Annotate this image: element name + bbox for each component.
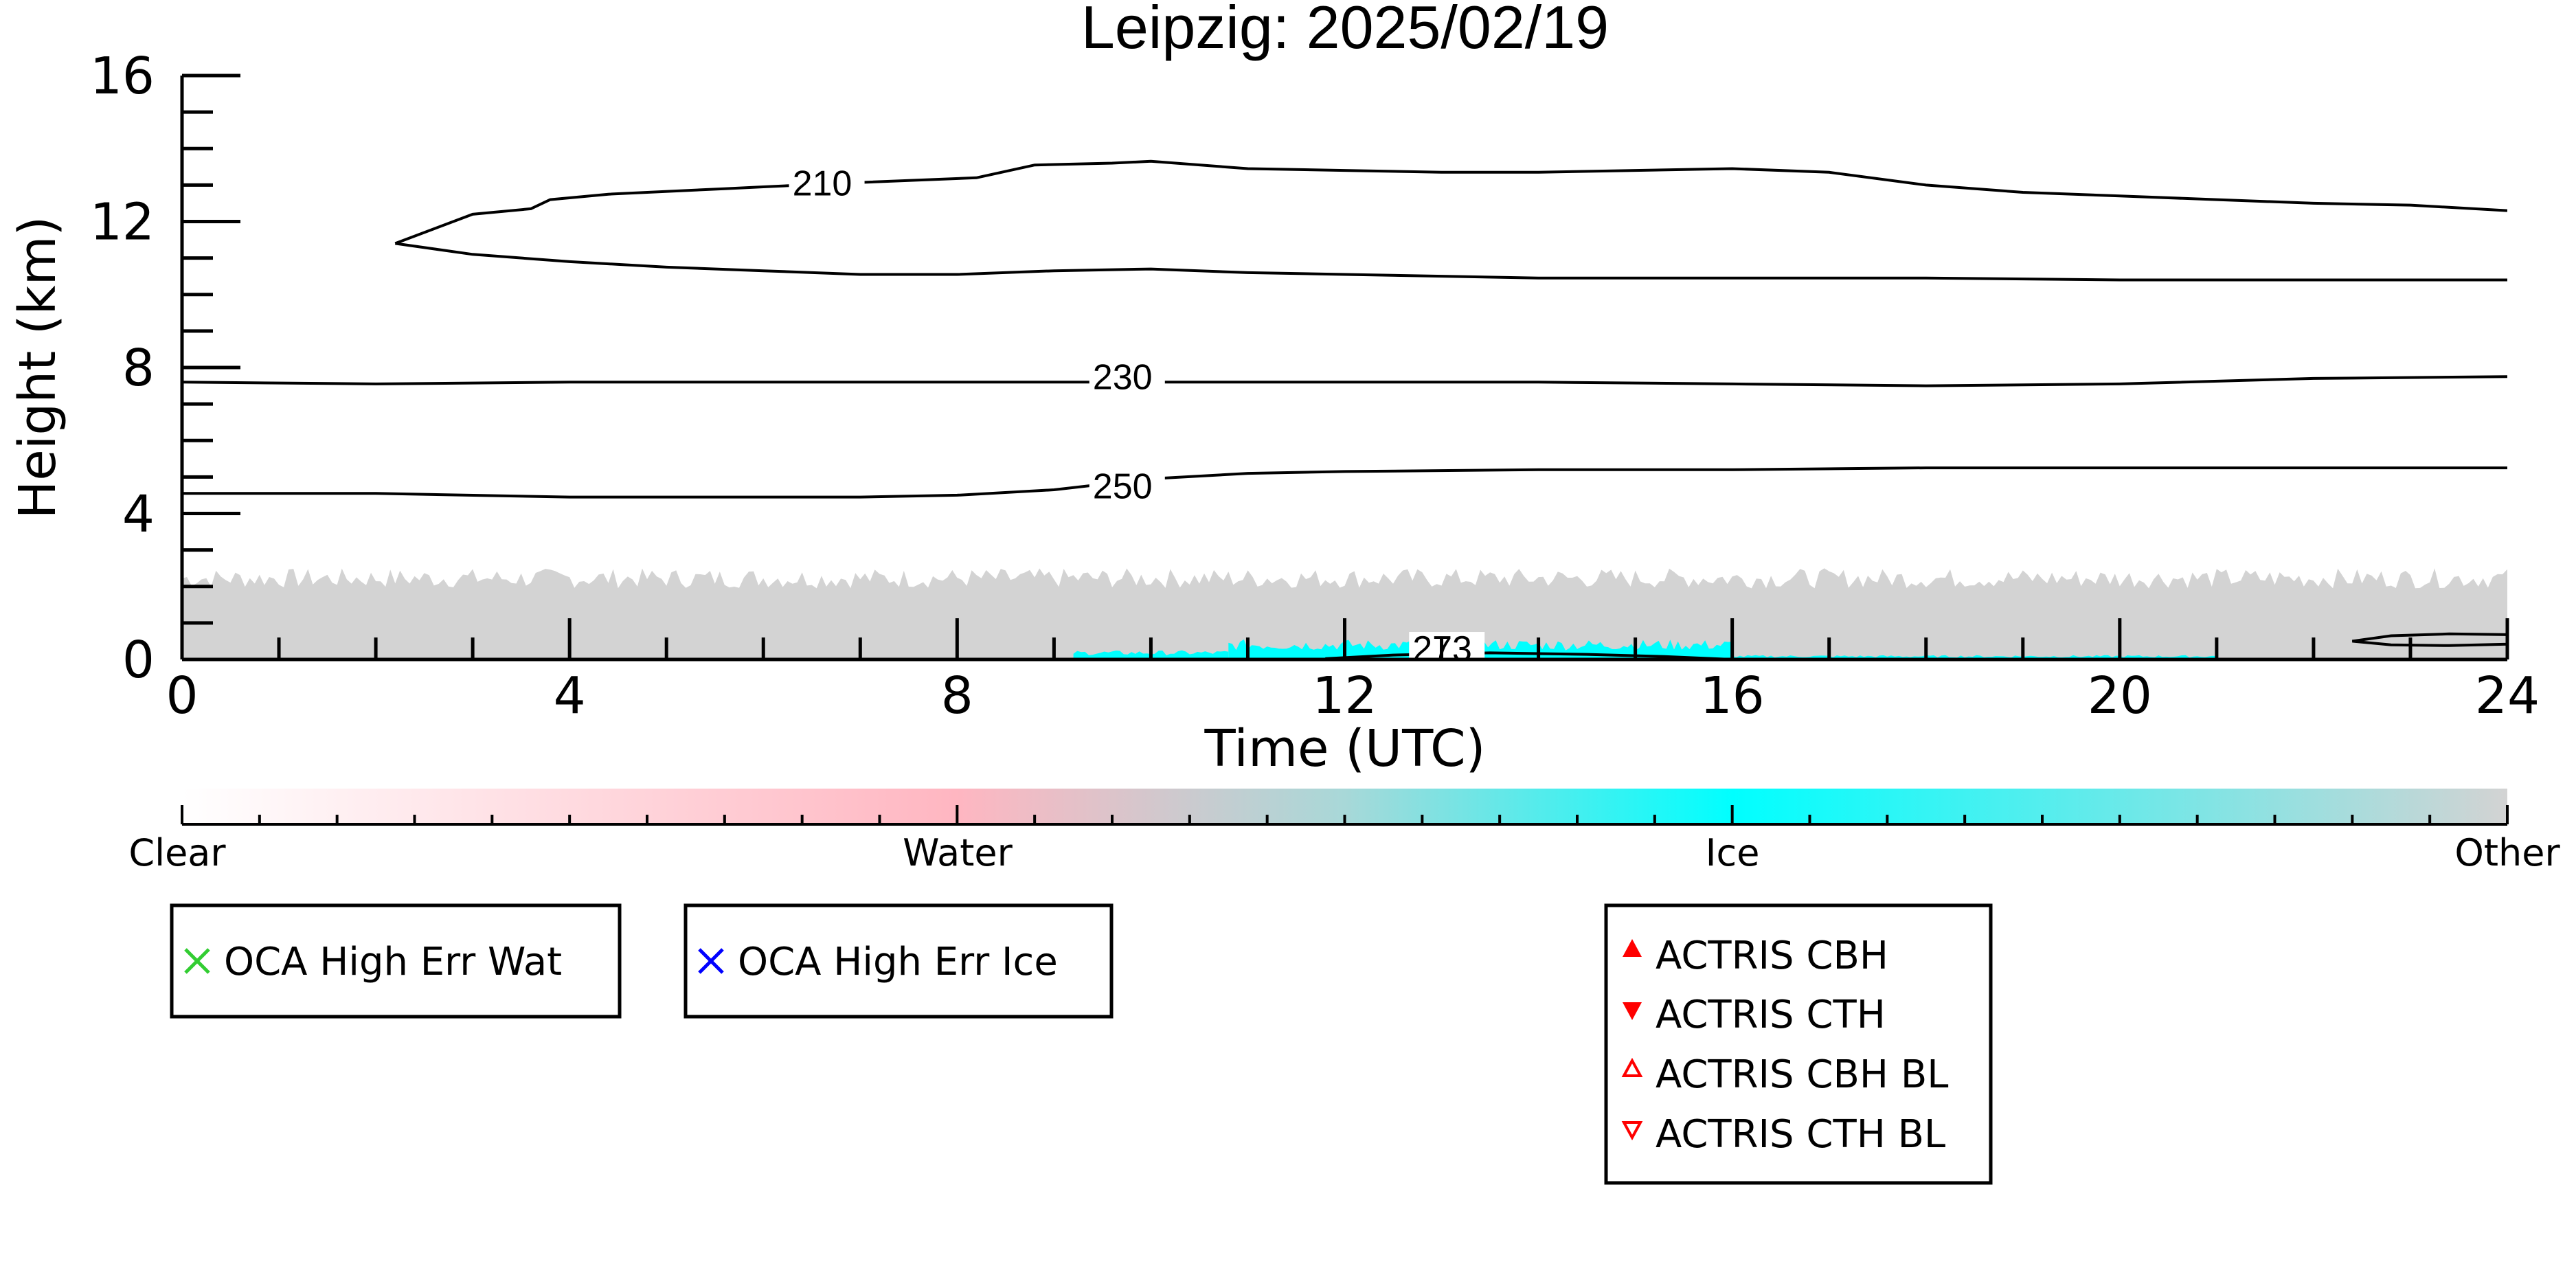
colorbar-label-other: Other xyxy=(2454,831,2560,874)
triangle-up-open-icon xyxy=(1621,1057,1643,1077)
contour-label-background xyxy=(1089,360,1165,395)
x-tick-label: 0 xyxy=(166,666,198,725)
contour-line xyxy=(182,375,2507,387)
legend-label: ACTRIS CTH xyxy=(1656,993,1886,1037)
contour-label: 230 xyxy=(1093,357,1153,397)
legend-box xyxy=(170,903,622,1019)
legend-label: OCA High Err Wat xyxy=(224,940,562,984)
y-axis-label: Height (km) xyxy=(8,216,67,519)
y-tick-label: 16 xyxy=(90,47,155,106)
y-tick-label: 12 xyxy=(90,193,155,252)
x-tick-label: 20 xyxy=(2088,666,2152,725)
chart-title: Leipzig: 2025/02/19 xyxy=(1081,0,1609,61)
colorbar-ticks xyxy=(181,805,2509,826)
contour-line xyxy=(2352,632,2507,647)
contour-label-background xyxy=(1089,469,1165,504)
contour-label: 250 xyxy=(1093,467,1153,507)
legend-oca-water: OCA High Err Wat xyxy=(170,903,622,1019)
legend-label: OCA High Err Ice xyxy=(738,940,1058,984)
y-tick-label: 8 xyxy=(122,339,155,398)
contour-line xyxy=(182,466,2507,499)
colorbar-label-clear: Clear xyxy=(128,831,226,874)
legend-box xyxy=(683,903,1114,1019)
legend-label: ACTRIS CBH BL xyxy=(1656,1052,1948,1097)
axes: 0 4 8 12 16 20 24 0 4 8 12 16 xyxy=(90,47,2540,725)
colorbar: Clear Water Ice Other xyxy=(128,789,2560,874)
x-marker-green-icon xyxy=(184,948,210,974)
colorbar-label-ice: Ice xyxy=(1706,831,1760,874)
contour-line xyxy=(395,242,2507,282)
legend-label: ACTRIS CTH BL xyxy=(1656,1112,1945,1157)
x-tick-label: 16 xyxy=(1700,666,1765,725)
x-tick-label: 4 xyxy=(554,666,586,725)
y-tick-label: 4 xyxy=(122,485,155,544)
triangle-up-filled-icon xyxy=(1623,939,1642,957)
contour-line xyxy=(394,159,2507,245)
triangle-down-open-icon xyxy=(1621,1121,1643,1141)
contour-label-background xyxy=(1409,632,1485,659)
legend-actris: ACTRIS CBH ACTRIS CTH ACTRIS CBH BL ACTR… xyxy=(1604,903,1993,1185)
legend-label: ACTRIS CBH xyxy=(1656,934,1888,978)
other-region xyxy=(182,568,2507,659)
x-axis-label: Time (UTC) xyxy=(1204,719,1485,778)
x-tick-label: 12 xyxy=(1312,666,1377,725)
x-tick-label: 24 xyxy=(2475,666,2540,725)
colorbar-label-water: Water xyxy=(903,831,1013,874)
x-marker-blue-icon xyxy=(698,948,724,974)
contour-label: 210 xyxy=(793,164,852,204)
legend-oca-ice: OCA High Err Ice xyxy=(683,903,1114,1019)
legend-box xyxy=(1604,903,1993,1185)
contour-label-background xyxy=(789,166,865,201)
x-tick-label: 8 xyxy=(941,666,973,725)
y-tick-label: 0 xyxy=(122,631,155,690)
triangle-down-filled-icon xyxy=(1623,1002,1642,1020)
